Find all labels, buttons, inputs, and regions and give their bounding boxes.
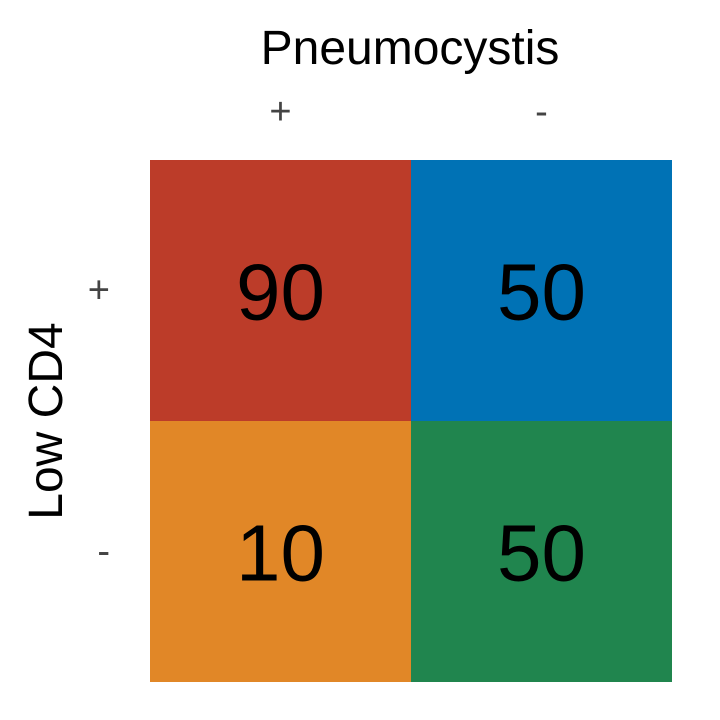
x-tick-label: - <box>535 91 548 133</box>
y-tick-label: - <box>97 531 110 573</box>
heatmap-cell <box>411 421 672 682</box>
x-tick-label: + <box>269 91 291 133</box>
x-axis-label: Pneumocystis <box>261 22 560 75</box>
heatmap-cell <box>150 421 411 682</box>
cell-value-label: 50 <box>497 248 586 337</box>
heatmap-cell <box>411 160 672 421</box>
y-axis-label: Low CD4 <box>20 322 73 519</box>
heatmap-cell <box>150 160 411 421</box>
cell-value-label: 10 <box>236 509 325 598</box>
heatmap-cells: 90 50 10 50 <box>150 160 672 682</box>
cell-value-label: 90 <box>236 248 325 337</box>
y-tick-label: + <box>88 270 110 312</box>
cell-value-label: 50 <box>497 509 586 598</box>
heatmap-ticks: + - + - <box>88 91 548 573</box>
